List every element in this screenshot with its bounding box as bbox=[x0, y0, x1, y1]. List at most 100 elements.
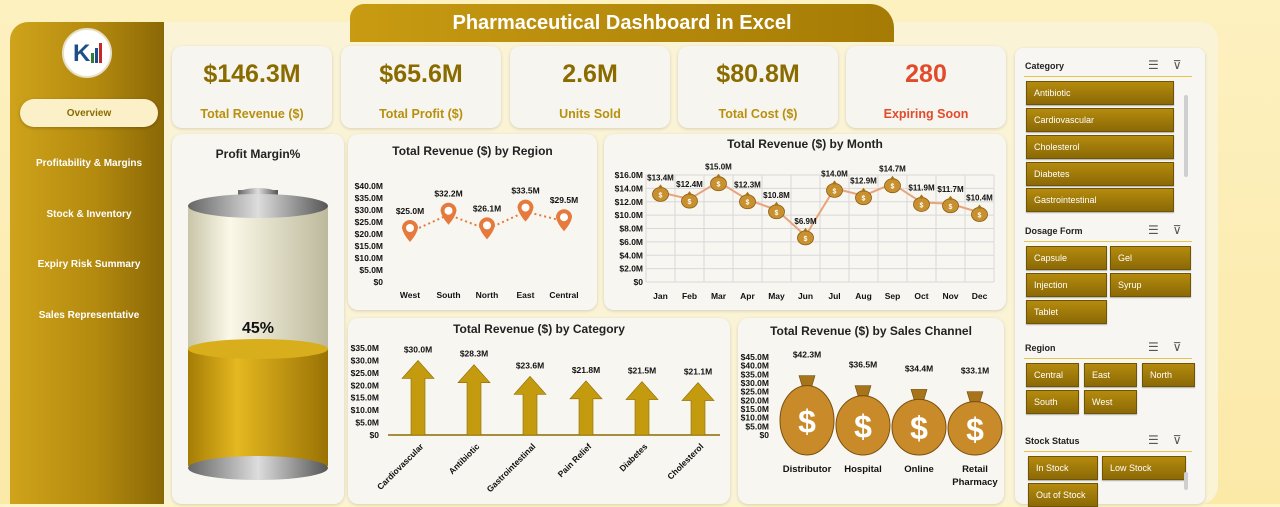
y-tick-label: $15.0M bbox=[351, 393, 379, 403]
money-bag-knot bbox=[686, 191, 693, 196]
dollar-sign: $ bbox=[891, 184, 895, 191]
money-bag-body bbox=[947, 401, 1003, 456]
multi-select-icon[interactable]: ☰ bbox=[1148, 58, 1173, 72]
data-label: $14.7M bbox=[879, 165, 906, 174]
y-tick-label: $30.0M bbox=[741, 378, 769, 388]
clear-filter-icon[interactable]: ⊽ bbox=[1172, 340, 1196, 354]
kpi-label: Units Sold bbox=[559, 107, 621, 121]
slicer-item-east[interactable]: East bbox=[1084, 363, 1137, 387]
x-tick-label: Oct bbox=[914, 291, 928, 301]
kpi-total-profit: $65.6M Total Profit ($) bbox=[341, 46, 501, 128]
y-tick-label: $30.0M bbox=[355, 205, 383, 215]
profit-margin-card: Profit Margin% 45% bbox=[172, 134, 344, 504]
dollar-sign: $ bbox=[775, 210, 779, 217]
dollar-sign: $ bbox=[746, 200, 750, 207]
slicer-item-north[interactable]: North bbox=[1142, 363, 1195, 387]
data-label: $42.3M bbox=[793, 350, 821, 360]
data-label: $33.5M bbox=[511, 186, 539, 196]
slicer-item-antibiotic[interactable]: Antibiotic bbox=[1026, 81, 1174, 105]
data-label: $12.3M bbox=[734, 181, 761, 190]
slicer-item-tablet[interactable]: Tablet bbox=[1026, 300, 1107, 324]
kpi-label: Expiring Soon bbox=[883, 107, 969, 121]
y-tick-label: $40.0M bbox=[355, 181, 383, 191]
slicer-item-gastrointestinal[interactable]: Gastrointestinal bbox=[1026, 188, 1174, 212]
money-bag-knot bbox=[744, 191, 751, 196]
slicer-title-region: Region bbox=[1025, 343, 1056, 353]
dollar-sign: $ bbox=[659, 192, 663, 199]
money-bag-body bbox=[891, 398, 947, 456]
nav-expiry-risk-summary[interactable]: Expiry Risk Summary bbox=[37, 258, 141, 270]
money-bag-knot bbox=[918, 194, 925, 199]
slicer-item-diabetes[interactable]: Diabetes bbox=[1026, 162, 1174, 186]
category-bar bbox=[513, 375, 547, 436]
slicer-scrollbar[interactable] bbox=[1184, 472, 1188, 490]
slicer-item-central[interactable]: Central bbox=[1026, 363, 1079, 387]
slicer-item-south[interactable]: South bbox=[1026, 390, 1079, 414]
multi-select-icon[interactable]: ☰ bbox=[1148, 340, 1173, 354]
slicer-item-cardiovascular[interactable]: Cardiovascular bbox=[1026, 108, 1174, 132]
chart-title: Total Revenue ($) by Region bbox=[392, 144, 553, 158]
multi-select-icon[interactable]: ☰ bbox=[1148, 433, 1173, 447]
category-chart: $0 $5.0M $10.0M $15.0M $20.0M $25.0M $30.0M $35… bbox=[351, 343, 720, 494]
nav-sales-representative[interactable]: Sales Representative bbox=[38, 309, 140, 321]
slicer-divider bbox=[1024, 241, 1192, 242]
svg-text:K: K bbox=[73, 40, 91, 67]
card-title: Profit Margin% bbox=[215, 147, 301, 161]
clear-filter-icon[interactable]: ⊽ bbox=[1172, 433, 1196, 447]
data-label: $36.5M bbox=[849, 360, 877, 370]
battery-fill-surface bbox=[188, 339, 328, 359]
chart-title: Total Revenue ($) by Category bbox=[453, 322, 625, 336]
slicer-item-out-of-stock[interactable]: Out of Stock bbox=[1028, 483, 1098, 507]
slicer-item-injection[interactable]: Injection bbox=[1026, 273, 1107, 297]
y-tick-label: $10.0M bbox=[615, 210, 643, 220]
data-label: $25.0M bbox=[396, 206, 424, 216]
slicer-scrollbar[interactable] bbox=[1184, 95, 1188, 177]
slicer-item-west[interactable]: West bbox=[1084, 390, 1137, 414]
logo-icon: K bbox=[73, 40, 102, 67]
x-tick-label: Online bbox=[904, 464, 934, 475]
slicer-item-in-stock[interactable]: In Stock bbox=[1028, 456, 1098, 480]
y-tick-label: $35.0M bbox=[741, 369, 769, 379]
data-label: $23.6M bbox=[516, 360, 544, 370]
slicer-item-low-stock[interactable]: Low Stock bbox=[1102, 456, 1186, 480]
slicer-item-capsule[interactable]: Capsule bbox=[1026, 246, 1107, 270]
dollar-sign: $ bbox=[854, 408, 872, 444]
money-bag-knot bbox=[976, 204, 983, 209]
channel-chart-card: Total Revenue ($) by Sales Channel $0 $5.… bbox=[738, 318, 1004, 504]
slicer-title-dosage: Dosage Form bbox=[1025, 226, 1083, 236]
data-label: $34.4M bbox=[905, 363, 933, 373]
data-label: $10.4M bbox=[966, 193, 993, 202]
month-chart-card: Total Revenue ($) by Month $0 $2.0M $4.0M $… bbox=[604, 134, 1006, 310]
x-tick-label: Jul bbox=[828, 291, 840, 301]
y-tick-label: $45.0M bbox=[741, 352, 769, 362]
x-tick-label: Jan bbox=[653, 291, 668, 301]
data-label: $29.5M bbox=[550, 195, 578, 205]
page-title: Pharmaceutical Dashboard in Excel bbox=[452, 11, 792, 34]
data-label: $11.9M bbox=[908, 183, 935, 192]
y-tick-label: $5.0M bbox=[359, 265, 383, 275]
data-label: $13.4M bbox=[647, 173, 674, 182]
kpi-value: $146.3M bbox=[203, 60, 301, 88]
x-tick-label: Mar bbox=[711, 291, 727, 301]
clear-filter-icon[interactable]: ⊽ bbox=[1172, 58, 1196, 72]
y-tick-label: $25.0M bbox=[741, 387, 769, 397]
slicer-item-syrup[interactable]: Syrup bbox=[1110, 273, 1191, 297]
clear-filter-icon[interactable]: ⊽ bbox=[1172, 223, 1196, 237]
category-bar bbox=[457, 364, 491, 436]
slicer-item-cholesterol[interactable]: Cholesterol bbox=[1026, 135, 1174, 159]
money-bag-knot bbox=[947, 195, 954, 200]
battery-fill bbox=[188, 349, 328, 466]
chart-title: Total Revenue ($) by Month bbox=[727, 137, 883, 151]
nav-overview[interactable]: Overview bbox=[20, 99, 158, 127]
multi-select-icon[interactable]: ☰ bbox=[1148, 223, 1173, 237]
x-tick-label: Antibiotic bbox=[447, 441, 482, 476]
profit-margin-value: 45% bbox=[242, 320, 274, 337]
nav-profitability-margins[interactable]: Profitability & Margins bbox=[35, 157, 143, 169]
slicer-item-gel[interactable]: Gel bbox=[1110, 246, 1191, 270]
data-label: $10.8M bbox=[763, 191, 790, 200]
kpi-label: Total Profit ($) bbox=[379, 107, 463, 121]
y-tick-label: $10.0M bbox=[351, 405, 379, 415]
nav-stock-inventory[interactable]: Stock & Inventory bbox=[46, 208, 132, 220]
y-tick-label: $10.0M bbox=[741, 413, 769, 423]
y-tick-label: $25.0M bbox=[351, 368, 379, 378]
